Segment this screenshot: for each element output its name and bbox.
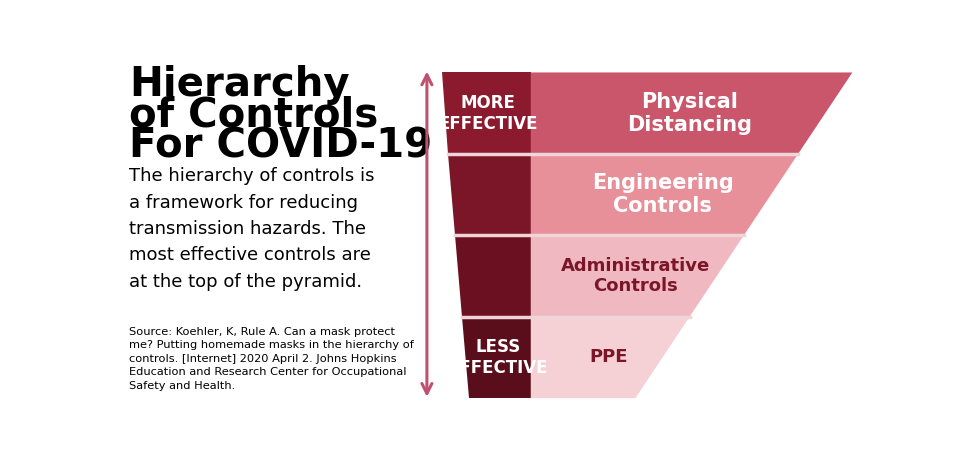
Polygon shape [531,154,798,235]
Text: The hierarchy of controls is
a framework for reducing
transmission hazards. The
: The hierarchy of controls is a framework… [130,167,374,291]
Polygon shape [531,72,852,154]
Polygon shape [531,317,689,398]
Text: Administrative
Controls: Administrative Controls [561,257,710,295]
Text: Source: Koehler, K, Rule A. Can a mask protect
me? Putting homemade masks in the: Source: Koehler, K, Rule A. Can a mask p… [130,326,414,391]
Text: of Controls: of Controls [130,96,378,136]
Text: Hierarchy: Hierarchy [130,65,350,105]
Polygon shape [531,235,744,317]
Text: LESS
EFFECTIVE: LESS EFFECTIVE [448,338,548,377]
Polygon shape [442,72,531,154]
Polygon shape [448,154,531,235]
Polygon shape [455,235,531,317]
Text: Physical
Distancing: Physical Distancing [627,91,752,135]
Text: For COVID-19: For COVID-19 [130,126,433,166]
Text: Engineering
Controls: Engineering Controls [591,173,733,216]
Polygon shape [462,317,531,398]
Text: PPE: PPE [589,348,628,366]
Text: MORE
EFFECTIVE: MORE EFFECTIVE [438,94,538,133]
